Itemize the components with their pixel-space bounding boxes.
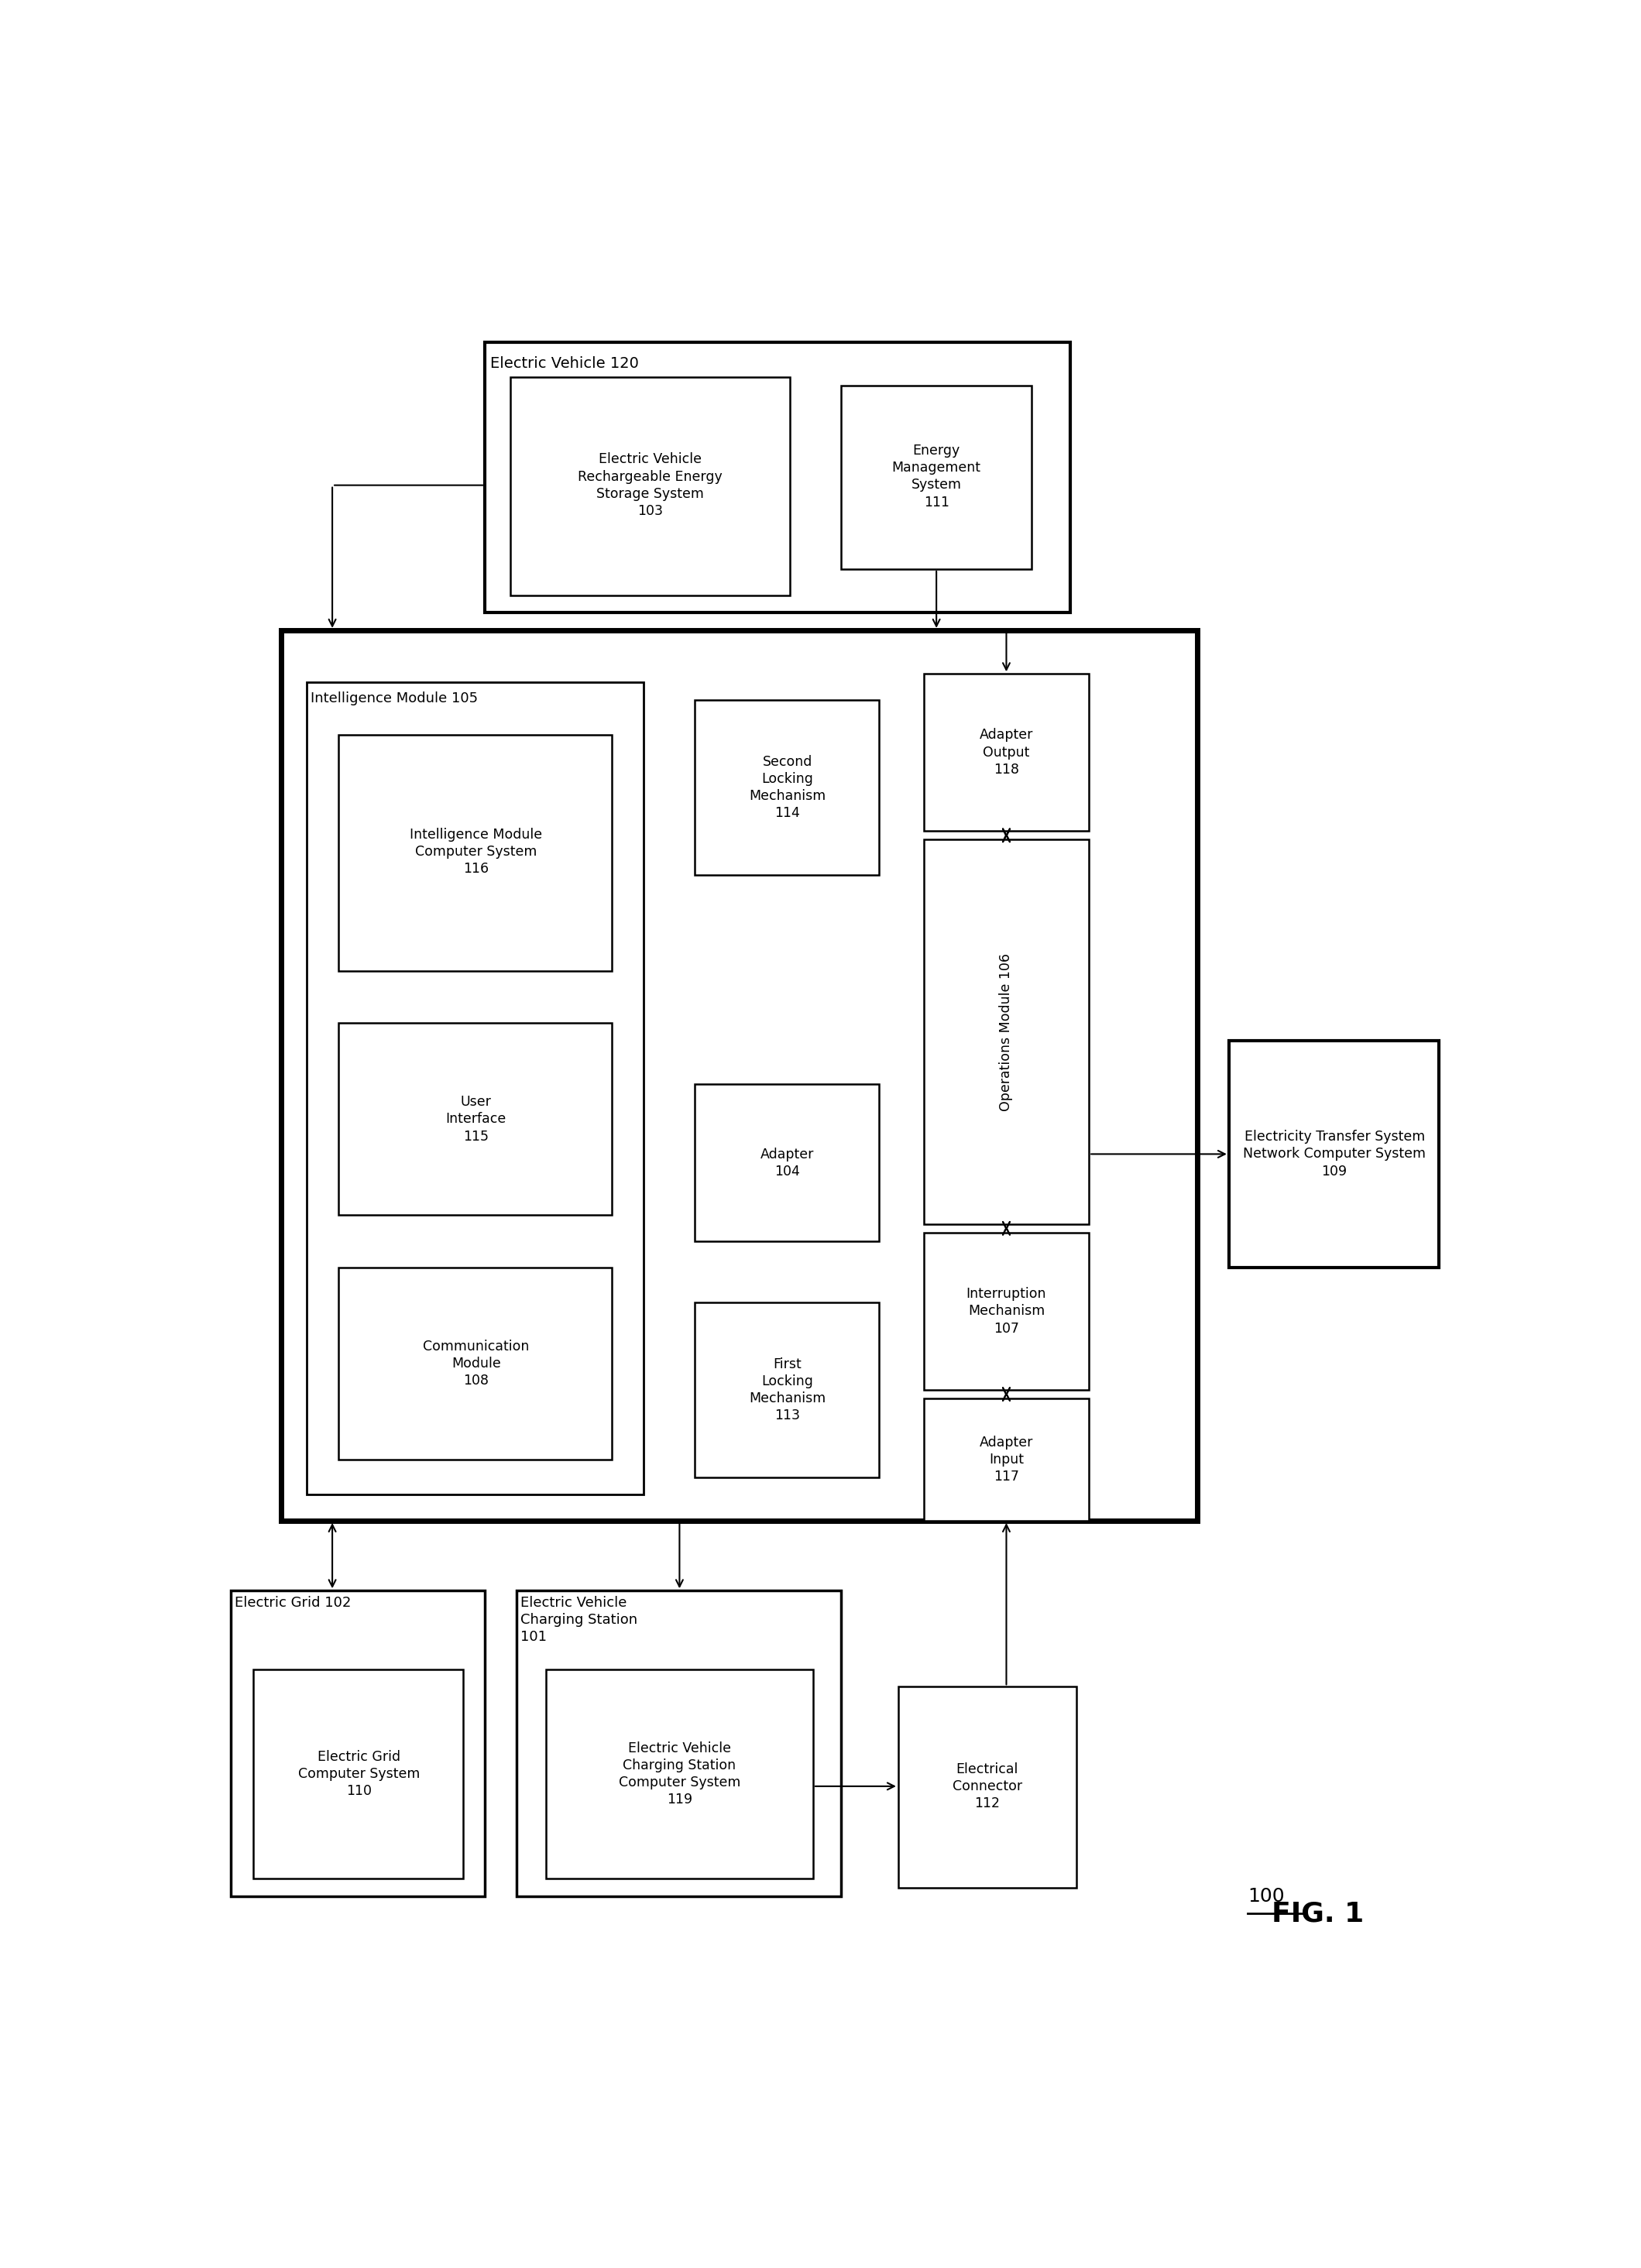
Bar: [898, 1687, 1076, 1887]
Bar: [924, 839, 1090, 1225]
Text: Electricity Transfer System
Network Computer System
109: Electricity Transfer System Network Comp…: [1244, 1129, 1426, 1179]
Text: Electric Vehicle 120: Electric Vehicle 120: [491, 356, 638, 370]
Text: Electric Grid
Computer System
110: Electric Grid Computer System 110: [299, 1751, 420, 1799]
Bar: [924, 1234, 1090, 1390]
Bar: [510, 376, 791, 594]
Bar: [924, 674, 1090, 830]
Text: Energy
Management
System
111: Energy Management System 111: [891, 445, 981, 510]
Bar: [694, 1302, 880, 1476]
Bar: [842, 386, 1032, 569]
Bar: [338, 735, 612, 971]
Bar: [307, 683, 643, 1495]
Text: FIG. 1: FIG. 1: [1272, 1901, 1364, 1928]
Bar: [282, 631, 1198, 1522]
Text: Intelligence Module
Computer System
116: Intelligence Module Computer System 116: [410, 828, 542, 875]
Text: Electrical
Connector
112: Electrical Connector 112: [952, 1762, 1022, 1810]
Text: Intelligence Module 105: Intelligence Module 105: [310, 692, 478, 705]
Text: Interruption
Mechanism
107: Interruption Mechanism 107: [967, 1286, 1047, 1336]
Text: Adapter
Output
118: Adapter Output 118: [980, 728, 1034, 776]
Bar: [338, 1268, 612, 1461]
Text: Electric Vehicle
Charging Station
Computer System
119: Electric Vehicle Charging Station Comput…: [619, 1742, 740, 1808]
Text: Electric Grid 102: Electric Grid 102: [235, 1597, 351, 1610]
Text: First
Locking
Mechanism
113: First Locking Mechanism 113: [750, 1356, 825, 1422]
Bar: [230, 1590, 486, 1896]
Text: Second
Locking
Mechanism
114: Second Locking Mechanism 114: [750, 755, 825, 821]
Bar: [253, 1669, 463, 1878]
Bar: [338, 1023, 612, 1216]
Bar: [924, 1399, 1090, 1522]
Text: Adapter
Input
117: Adapter Input 117: [980, 1436, 1034, 1483]
Bar: [694, 701, 880, 875]
Bar: [517, 1590, 842, 1896]
Text: Electric Vehicle
Charging Station
101: Electric Vehicle Charging Station 101: [520, 1597, 638, 1644]
Text: Electric Vehicle
Rechargeable Energy
Storage System
103: Electric Vehicle Rechargeable Energy Sto…: [578, 451, 722, 517]
Text: Communication
Module
108: Communication Module 108: [423, 1340, 528, 1388]
Text: Operations Module 106: Operations Module 106: [999, 953, 1012, 1111]
Bar: [486, 342, 1070, 612]
Text: User
Interface
115: User Interface 115: [446, 1095, 507, 1143]
Text: 100: 100: [1249, 1887, 1285, 1905]
Bar: [694, 1084, 880, 1241]
Bar: [1229, 1041, 1439, 1268]
Text: Adapter
104: Adapter 104: [761, 1148, 814, 1179]
Bar: [546, 1669, 812, 1878]
